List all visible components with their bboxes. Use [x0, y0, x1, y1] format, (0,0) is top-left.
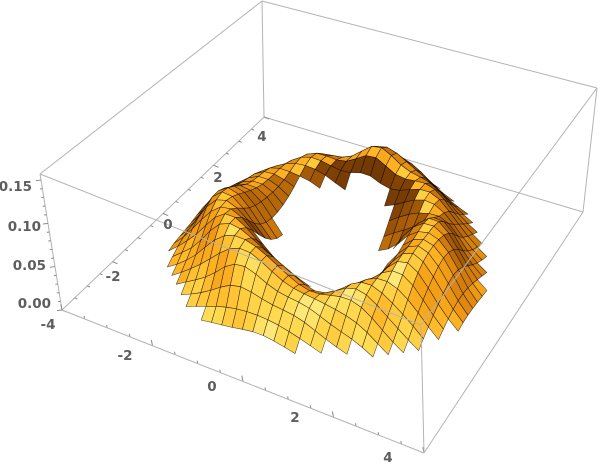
box-back-edges [39, 0, 598, 311]
box-front-edges [39, 87, 598, 454]
x-tick-label: -2 [118, 348, 133, 364]
x-tick-label: -4 [41, 317, 56, 333]
y-tick-label: 2 [213, 170, 222, 186]
axis-tick-labels: -4 -2 0 2 4 4 2 0 -2 0.00 0.05 0.10 0.15 [0, 129, 393, 466]
x-tick-label: 2 [290, 410, 299, 426]
y-tick-label: 4 [257, 129, 266, 145]
z-tick-label: 0.00 [18, 296, 51, 312]
x-tick-label: 0 [207, 379, 216, 395]
y-tick-label: -2 [106, 269, 121, 285]
z-tick-label: 0.15 [0, 179, 32, 195]
z-tick-label: 0.10 [8, 219, 41, 235]
z-tick-label: 0.05 [13, 258, 46, 274]
x-tick-label: 4 [383, 450, 392, 466]
y-tick-label: 0 [163, 217, 172, 233]
